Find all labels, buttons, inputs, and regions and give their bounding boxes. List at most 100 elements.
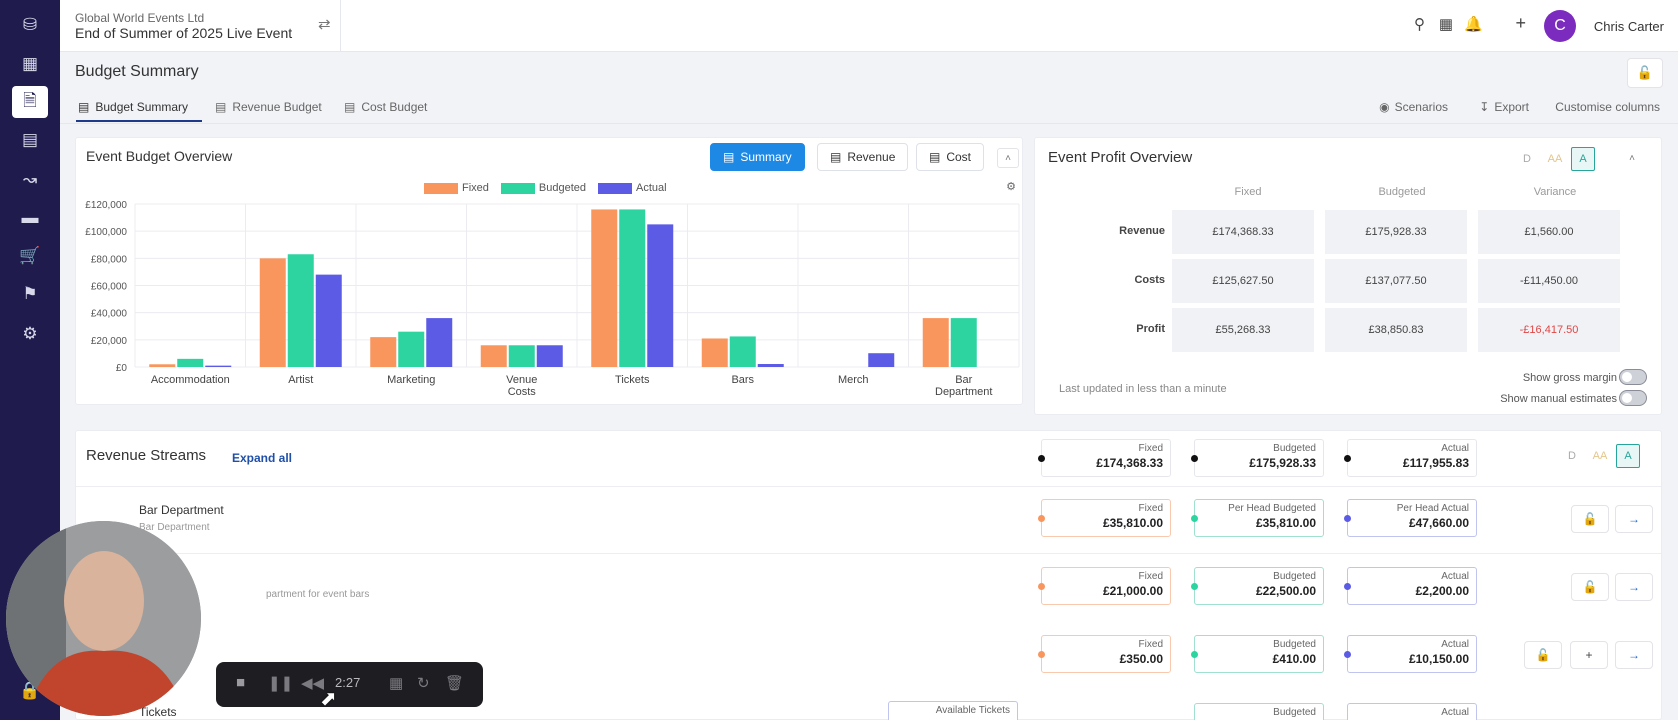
mode-a[interactable]: A — [1571, 147, 1595, 171]
money-icon: ▤ — [830, 150, 842, 164]
legend-budgeted[interactable]: Budgeted — [500, 182, 586, 194]
calculator-icon[interactable]: ▦ — [1438, 16, 1453, 33]
revenue-button[interactable]: ▤ Revenue — [817, 143, 909, 171]
divider — [76, 553, 1661, 554]
row-title[interactable]: Bar Department — [139, 503, 224, 517]
tab-revenue-budget[interactable]: ▤ Revenue Budget — [215, 100, 322, 114]
webcam-overlay[interactable] — [6, 521, 201, 716]
y-tick-label: £100,000 — [85, 227, 127, 238]
avatar[interactable]: C — [1544, 10, 1576, 42]
y-tick-label: £120,000 — [85, 200, 127, 211]
settings-icon[interactable]: ⚙ — [22, 324, 38, 343]
x-tick-label: Venue — [506, 374, 537, 386]
x-tick-label: Tickets — [615, 374, 650, 386]
expand-all-link[interactable]: Expand all — [232, 451, 293, 465]
box-label: Actual — [1441, 639, 1469, 650]
open-button[interactable]: → — [1615, 641, 1653, 669]
recorder-toolbar: ■ ❚❚ ◀◀ 2:27 ▦ ↻ 🗑 — [216, 662, 483, 707]
row-budgeted: Budgeted £22,500.00 — [1191, 567, 1324, 605]
export-link[interactable]: ↧ Export — [1479, 100, 1529, 114]
revenue-label: Revenue — [847, 150, 896, 164]
box-value: £21,000.00 — [1102, 584, 1163, 598]
swap-icon[interactable]: ⇄ — [318, 16, 331, 33]
lock-button[interactable]: 🔓 — [1627, 58, 1663, 88]
legend-fixed[interactable]: Fixed — [424, 182, 489, 194]
total-label: Actual — [1441, 443, 1469, 454]
col-variance: Variance — [1533, 186, 1577, 198]
chart-settings-icon[interactable]: ⚙ — [1006, 181, 1016, 193]
row-fixed: Fixed £350.00 — [1038, 635, 1171, 673]
box-label: Budgeted — [1273, 571, 1316, 582]
profit-fixed: £55,268.33 — [1172, 308, 1314, 352]
box-label: Actual — [1441, 707, 1469, 718]
search-icon[interactable]: ⚲ — [1414, 16, 1425, 33]
open-button[interactable]: → — [1615, 573, 1653, 601]
cost-label: Cost — [946, 150, 972, 164]
add-button[interactable]: + — [1570, 641, 1608, 669]
costs-fixed: £125,627.50 — [1172, 259, 1314, 303]
budget-overview-card: Event Budget Overview ▤ Summary ▤ Revenue … — [75, 137, 1023, 405]
customise-columns-link[interactable]: Customise columns — [1555, 100, 1660, 114]
ledger-icon[interactable]: ▤ — [21, 130, 39, 149]
grid-icon[interactable]: ▦ — [389, 675, 404, 692]
bar-actual — [205, 365, 232, 367]
bar-budgeted — [619, 209, 646, 367]
cart-icon[interactable]: 🛒 — [19, 246, 41, 265]
cost-button[interactable]: ▤ Cost — [916, 143, 985, 171]
trash-icon[interactable]: 🗑 — [445, 675, 465, 692]
box-label: Fixed — [1138, 503, 1163, 514]
bell-icon[interactable]: 🔔 — [1464, 16, 1483, 33]
dashboard-icon[interactable]: ▦ — [21, 54, 39, 73]
mode-d[interactable]: D — [1568, 450, 1576, 462]
summary-button[interactable]: ▤ Summary — [710, 143, 805, 171]
row-costs-label: Costs — [1134, 274, 1165, 286]
lock-button[interactable]: 🔓 — [1571, 505, 1609, 533]
dot — [1038, 455, 1045, 462]
total-value: £174,368.33 — [1096, 456, 1163, 470]
profit-overview-card: Event Profit Overview D AA A ˄ Fixed Bud… — [1034, 137, 1662, 415]
document-icon[interactable]: 🗎 — [12, 86, 48, 118]
mode-a[interactable]: A — [1616, 444, 1640, 468]
eye-icon: ◉ — [1379, 100, 1390, 114]
tab-budget-summary[interactable]: ▤ Budget Summary — [78, 100, 188, 114]
export-label: Export — [1494, 100, 1529, 114]
ticket-icon[interactable]: ▬ — [21, 208, 39, 227]
restart-icon[interactable]: ↻ — [417, 675, 430, 692]
scenarios-link[interactable]: ◉ Scenarios — [1379, 100, 1448, 114]
add-icon[interactable]: + — [1515, 13, 1526, 33]
stop-icon[interactable]: ■ — [236, 674, 246, 691]
last-updated: Last updated in less than a minute — [1059, 383, 1227, 395]
mode-aa[interactable]: AA — [1547, 153, 1563, 165]
tag-icon[interactable]: ⚑ — [22, 284, 38, 303]
open-button[interactable]: → — [1615, 505, 1653, 533]
profit-variance: -£16,417.50 — [1478, 308, 1620, 352]
collapse-button[interactable]: ˄ — [997, 148, 1019, 168]
bar-fixed — [701, 338, 728, 367]
legend-actual[interactable]: Actual — [598, 182, 667, 194]
mode-d[interactable]: D — [1523, 153, 1531, 165]
lock-button[interactable]: 🔓 — [1524, 641, 1562, 669]
user-name[interactable]: Chris Carter — [1593, 19, 1664, 34]
gross-margin-toggle[interactable] — [1619, 369, 1647, 385]
event-name[interactable]: End of Summer of 2025 Live Event — [75, 25, 293, 41]
mode-aa[interactable]: AA — [1592, 450, 1608, 462]
bar-budgeted — [287, 254, 314, 367]
row-actual: Actual £10,150.00 — [1344, 635, 1477, 673]
revenue-streams-title: Revenue Streams — [86, 447, 207, 464]
dot — [1191, 515, 1198, 522]
bar-actual — [315, 274, 342, 367]
lock-button[interactable]: 🔓 — [1571, 573, 1609, 601]
box-value: £22,500.00 — [1255, 584, 1316, 598]
database-icon[interactable]: ⛁ — [22, 15, 38, 34]
active-tab-indicator — [76, 120, 202, 122]
pause-icon[interactable]: ❚❚ — [268, 675, 294, 692]
row-title[interactable]: Tickets — [139, 705, 177, 719]
rewind-icon[interactable]: ◀◀ — [301, 675, 325, 692]
chart-icon[interactable]: ↝ — [22, 170, 38, 189]
tab-cost-budget[interactable]: ▤ Cost Budget — [344, 100, 427, 114]
manual-estimates-toggle[interactable] — [1619, 390, 1647, 406]
x-tick-label: Bar — [955, 374, 972, 386]
collapse-button[interactable]: ˄ — [1629, 152, 1635, 164]
dot — [1344, 455, 1351, 462]
dot — [1038, 651, 1045, 658]
